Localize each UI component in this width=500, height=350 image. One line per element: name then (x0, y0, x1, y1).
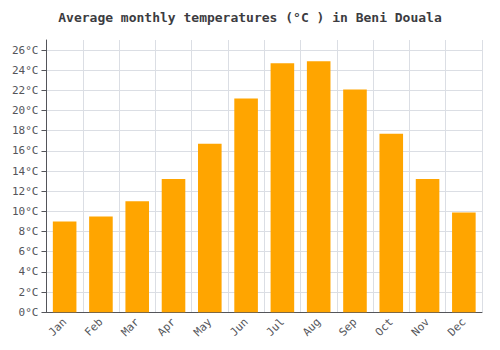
svg-text:Jan: Jan (46, 316, 69, 339)
svg-text:Jul: Jul (264, 316, 287, 339)
svg-text:2°C: 2°C (19, 286, 39, 299)
svg-text:6°C: 6°C (19, 245, 39, 258)
svg-text:14°C: 14°C (12, 165, 39, 178)
svg-text:Apr: Apr (155, 315, 178, 338)
svg-text:22°C: 22°C (12, 84, 39, 97)
svg-text:Jun: Jun (227, 316, 250, 339)
svg-text:Nov: Nov (409, 315, 432, 338)
svg-text:8°C: 8°C (19, 225, 39, 238)
svg-text:Average monthly temperatures (: Average monthly temperatures (°C ) in Be… (58, 10, 442, 25)
svg-text:18°C: 18°C (12, 124, 39, 137)
svg-text:May: May (191, 315, 214, 338)
svg-text:Oct: Oct (373, 316, 396, 339)
svg-text:Feb: Feb (82, 316, 105, 339)
svg-text:Mar: Mar (119, 315, 142, 338)
svg-text:24°C: 24°C (12, 64, 39, 77)
svg-text:16°C: 16°C (12, 144, 39, 157)
svg-text:Aug: Aug (300, 316, 323, 339)
svg-text:12°C: 12°C (12, 185, 39, 198)
svg-text:4°C: 4°C (19, 265, 39, 278)
svg-text:Sep: Sep (336, 316, 359, 339)
svg-text:10°C: 10°C (12, 205, 39, 218)
svg-text:0°C: 0°C (19, 306, 39, 319)
svg-text:20°C: 20°C (12, 104, 39, 117)
svg-text:Dec: Dec (445, 316, 468, 339)
svg-text:26°C: 26°C (12, 44, 39, 57)
